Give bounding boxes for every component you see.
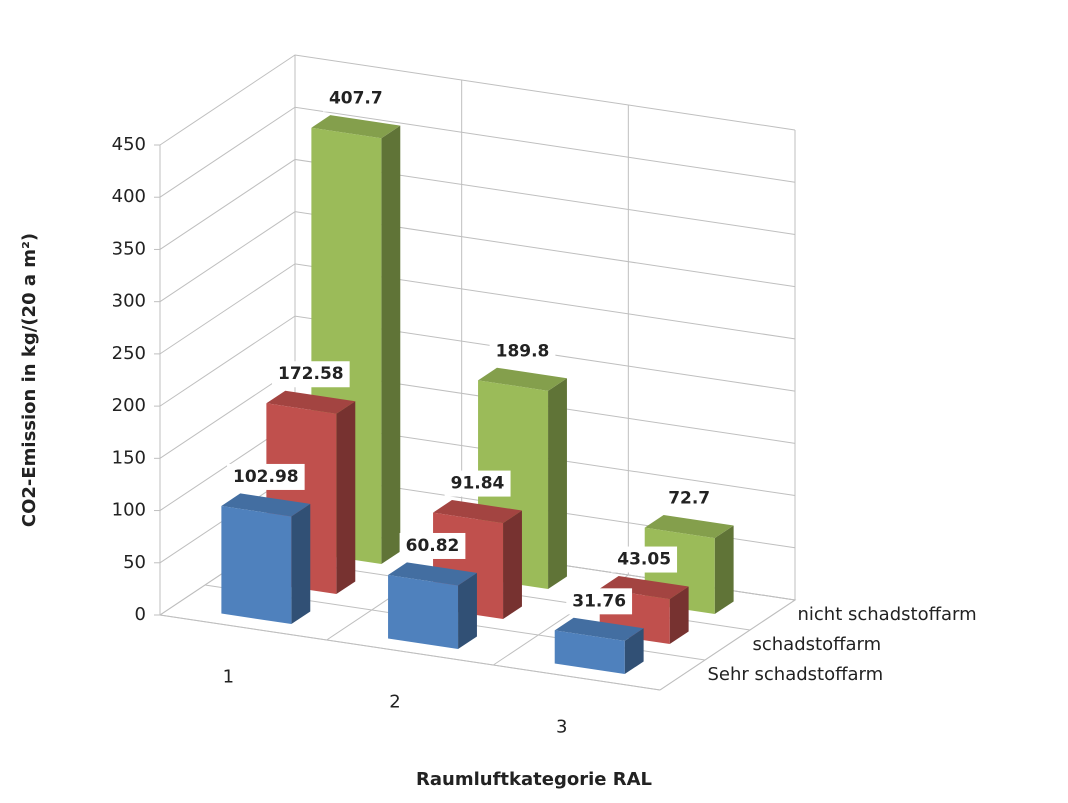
data-label: 43.05: [617, 550, 671, 570]
y-tick-label: 450: [112, 134, 146, 155]
bar-top: [388, 562, 477, 586]
x-axis-title: Raumluftkategorie RAL: [416, 769, 652, 790]
data-label-box: [399, 532, 466, 559]
bar-top: [478, 367, 567, 391]
floor-line: [659, 599, 796, 691]
bar: [554, 630, 625, 675]
data-label-box: [662, 485, 717, 512]
bar-side: [336, 401, 356, 595]
data-label-box: [322, 85, 389, 112]
data-label-box: [489, 338, 556, 365]
bar-top: [554, 617, 644, 641]
grid-line: [159, 106, 796, 198]
data-label: 102.98: [233, 467, 299, 487]
bar: [221, 505, 292, 625]
data-label-box: [272, 361, 350, 388]
bar-side: [458, 572, 477, 650]
x-tick-label: 1: [223, 667, 234, 688]
legend-label: schadstoffarm: [753, 634, 882, 655]
bar-side: [624, 628, 644, 675]
data-label: 172.58: [278, 364, 344, 384]
bar-top: [433, 500, 522, 524]
data-label: 72.7: [668, 489, 710, 509]
legend-label: nicht schadstoffarm: [798, 604, 977, 625]
data-label: 407.7: [329, 89, 383, 109]
data-label: 189.8: [496, 341, 550, 361]
bar-side: [291, 503, 311, 625]
y-tick-label: 200: [112, 395, 146, 416]
bar-top: [221, 493, 311, 517]
grid-line: [159, 54, 796, 146]
data-label-box: [227, 463, 305, 490]
y-axis-title: CO2-Emission in kg/(20 a m²): [19, 233, 40, 527]
grid-line: [159, 158, 796, 250]
y-tick-label: 150: [112, 447, 146, 468]
grid-line: [159, 315, 796, 407]
y-tick-label: 400: [112, 186, 146, 207]
y-tick-label: 100: [112, 500, 146, 521]
data-label-box: [444, 470, 511, 497]
bar-side: [503, 510, 522, 620]
data-label-box: [611, 546, 678, 573]
data-label: 31.76: [572, 591, 626, 611]
bar-top: [266, 390, 356, 414]
y-tick-label: 0: [135, 604, 146, 625]
bar-side: [548, 378, 567, 590]
y-tick-label: 250: [112, 343, 146, 364]
grid-line: [159, 367, 796, 459]
bar-top: [644, 515, 734, 539]
grid-line: [159, 263, 796, 355]
x-tick-label: 2: [389, 692, 400, 713]
x-tick-label: 3: [556, 717, 567, 738]
bar-side: [714, 525, 734, 615]
data-label-box: [566, 588, 633, 615]
bar: [388, 575, 459, 650]
bar-top: [311, 115, 401, 139]
axis-line: [159, 614, 661, 691]
bar-side: [669, 586, 689, 645]
data-label: 91.84: [451, 474, 505, 494]
y-tick-label: 350: [112, 238, 146, 259]
y-tick-label: 300: [112, 291, 146, 312]
bar-top: [599, 575, 689, 600]
grid-line: [159, 211, 796, 303]
data-label: 60.82: [406, 536, 460, 556]
y-tick-label: 50: [123, 552, 146, 573]
bar-side: [381, 125, 401, 565]
legend-label: Sehr schadstoffarm: [708, 664, 884, 685]
